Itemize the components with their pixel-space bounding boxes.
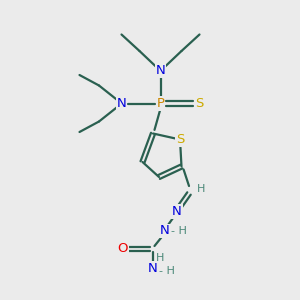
Text: N: N bbox=[160, 224, 170, 238]
Text: N: N bbox=[156, 64, 165, 77]
Text: P: P bbox=[157, 97, 164, 110]
Text: N: N bbox=[172, 205, 182, 218]
Text: N: N bbox=[148, 262, 158, 275]
Text: S: S bbox=[195, 97, 204, 110]
Text: N: N bbox=[117, 97, 126, 110]
Text: - H: - H bbox=[172, 226, 187, 236]
Text: O: O bbox=[118, 242, 128, 256]
Text: H: H bbox=[155, 253, 164, 263]
Text: - H: - H bbox=[159, 266, 174, 277]
Text: H: H bbox=[197, 184, 205, 194]
Text: S: S bbox=[176, 133, 184, 146]
